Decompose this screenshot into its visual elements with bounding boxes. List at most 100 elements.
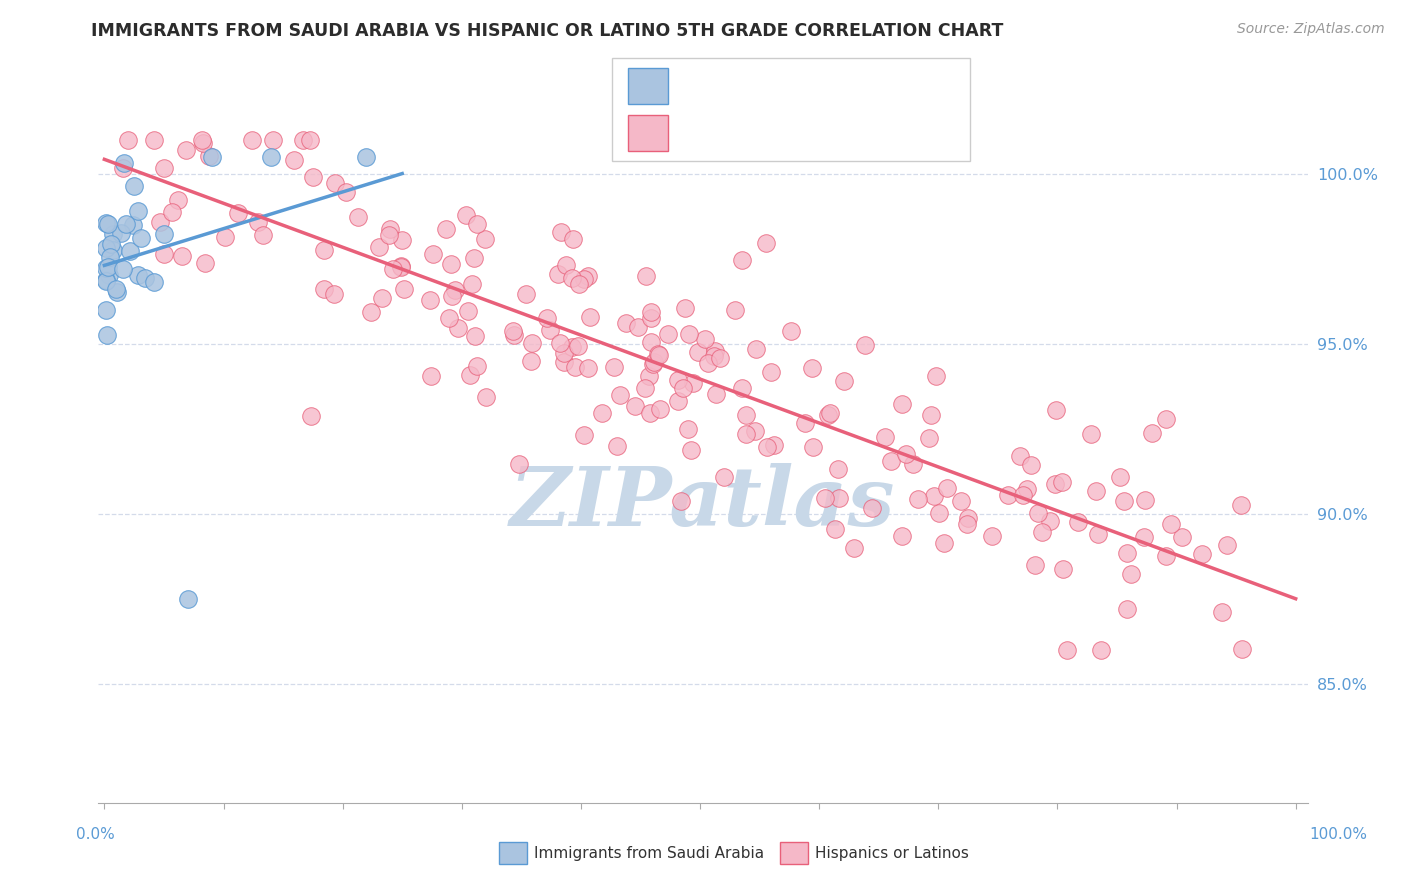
Point — [567, 339, 589, 353]
Point — [1031, 525, 1053, 540]
Point — [891, 397, 914, 411]
Point — [568, 277, 591, 291]
Point — [105, 285, 128, 300]
Point — [634, 380, 657, 394]
Point — [389, 259, 412, 273]
Point — [160, 204, 183, 219]
Point — [648, 348, 671, 362]
Point — [441, 289, 464, 303]
Point — [240, 133, 263, 147]
Point — [624, 400, 647, 414]
Point — [94, 260, 117, 275]
Point — [1115, 546, 1137, 560]
Text: Immigrants from Saudi Arabia: Immigrants from Saudi Arabia — [534, 847, 765, 861]
Point — [925, 368, 948, 383]
Point — [322, 286, 344, 301]
Point — [828, 491, 851, 506]
Point — [465, 359, 488, 373]
Point — [502, 328, 524, 343]
Point — [111, 261, 134, 276]
Point — [634, 269, 657, 284]
Point — [1156, 549, 1178, 564]
Point — [880, 454, 903, 468]
Point — [1056, 643, 1078, 657]
Point — [779, 324, 801, 338]
Point — [301, 170, 323, 185]
Point — [112, 161, 135, 175]
Point — [94, 216, 117, 230]
Point — [860, 500, 883, 515]
Point — [1045, 403, 1067, 417]
Point — [120, 244, 142, 259]
Point — [640, 305, 662, 319]
Point — [606, 438, 628, 452]
Point — [891, 529, 914, 543]
Point — [226, 205, 249, 219]
Point — [314, 282, 336, 296]
Point — [579, 310, 602, 325]
Point — [744, 424, 766, 438]
Point — [548, 335, 571, 350]
Point — [1012, 488, 1035, 502]
Point — [152, 247, 174, 261]
Point — [246, 215, 269, 229]
Point — [1216, 538, 1239, 552]
Point — [734, 408, 756, 422]
Text: 0.0%: 0.0% — [76, 827, 115, 841]
Point — [550, 225, 572, 239]
Point — [817, 408, 839, 422]
Text: ZIPatlas: ZIPatlas — [510, 463, 896, 543]
Point — [666, 372, 689, 386]
Point — [439, 257, 461, 271]
Point — [801, 360, 824, 375]
Text: Source: ZipAtlas.com: Source: ZipAtlas.com — [1237, 22, 1385, 37]
Point — [1133, 529, 1156, 543]
Point — [177, 591, 200, 606]
Point — [1160, 516, 1182, 531]
Point — [1142, 425, 1164, 440]
Point — [464, 329, 486, 343]
Point — [688, 344, 710, 359]
Text: Hispanics or Latinos: Hispanics or Latinos — [815, 847, 969, 861]
Point — [678, 422, 700, 436]
Point — [457, 304, 479, 318]
Point — [252, 228, 274, 243]
Point — [1087, 526, 1109, 541]
Point — [142, 275, 165, 289]
Point — [793, 416, 815, 430]
Point — [638, 406, 661, 420]
Point — [475, 390, 498, 404]
Point — [502, 324, 524, 338]
Point — [127, 204, 149, 219]
Point — [755, 236, 778, 251]
Point — [1119, 566, 1142, 581]
Point — [378, 222, 401, 236]
Point — [873, 430, 896, 444]
Point — [1050, 475, 1073, 489]
Point — [907, 492, 929, 507]
Point — [949, 494, 972, 508]
Point — [298, 133, 321, 147]
Text: R = -0.928   N =  201: R = -0.928 N = 201 — [682, 124, 910, 142]
Point — [463, 251, 485, 265]
Point — [643, 357, 665, 371]
Point — [96, 302, 118, 317]
Point — [709, 351, 731, 366]
Point — [678, 327, 700, 342]
Point — [114, 217, 136, 231]
Point — [465, 218, 488, 232]
Point — [378, 227, 401, 242]
Point — [832, 374, 855, 388]
Point — [735, 426, 758, 441]
Point — [134, 271, 156, 285]
Point — [474, 232, 496, 246]
Point — [312, 244, 335, 258]
Point — [461, 277, 484, 291]
Point — [97, 217, 120, 231]
Point — [347, 211, 370, 225]
Point — [96, 240, 118, 254]
Point — [755, 440, 778, 454]
Point — [519, 354, 541, 368]
Point — [679, 442, 702, 457]
Point — [142, 133, 165, 147]
